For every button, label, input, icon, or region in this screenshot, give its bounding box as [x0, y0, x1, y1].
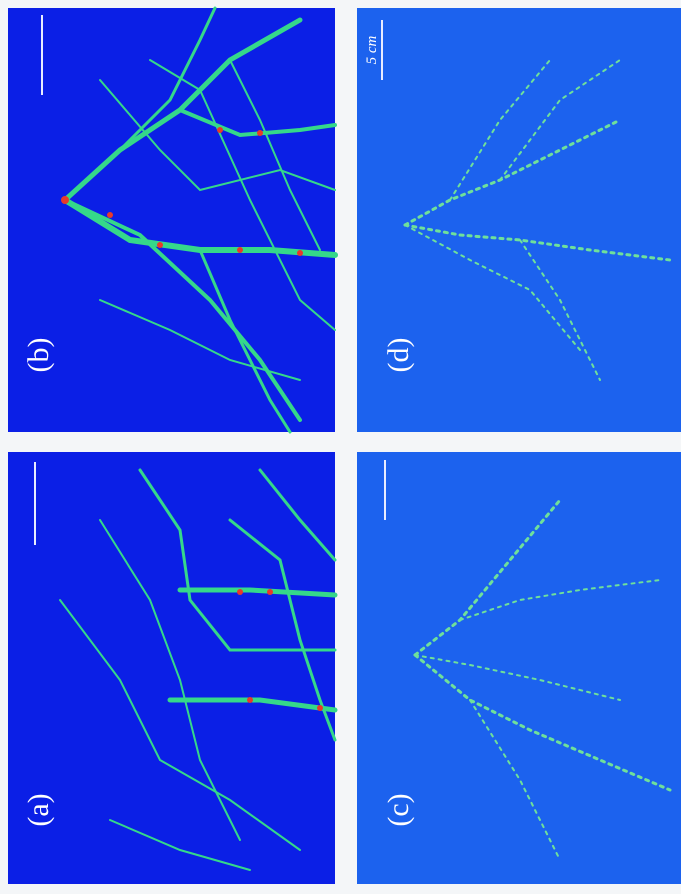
scale-label: 5 cm	[364, 35, 380, 64]
panel-c: (c)	[357, 452, 681, 884]
panel-b: (b)	[8, 8, 335, 432]
panel-d: 5 cm (d)	[357, 8, 681, 432]
panel-label: (c)	[382, 793, 415, 826]
page: (b) 5 cm (d) (a	[0, 0, 681, 894]
panel-label: (b)	[22, 338, 55, 373]
panel-label: (d)	[382, 338, 415, 373]
panel-label: (a)	[22, 793, 55, 826]
panel-background	[8, 8, 335, 432]
figure: (b) 5 cm (d) (a	[0, 0, 681, 894]
panel-a: (a)	[8, 452, 335, 884]
